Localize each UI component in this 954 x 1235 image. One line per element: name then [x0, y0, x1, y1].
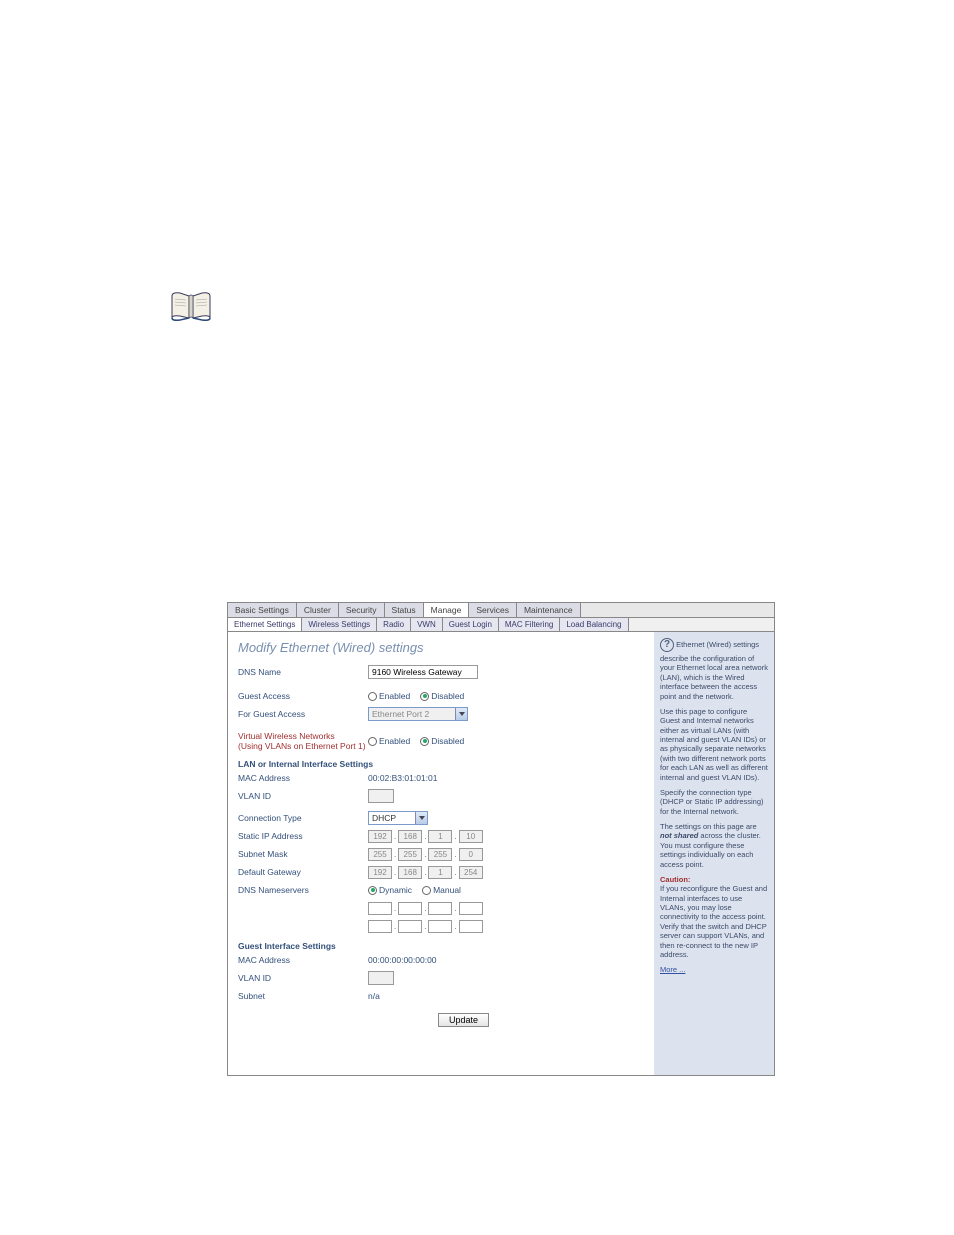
dns-nameservers-label: DNS Nameservers: [238, 885, 368, 895]
subnet-mask-input[interactable]: 255. 255. 255. 0: [368, 848, 483, 861]
tab-basic-settings[interactable]: Basic Settings: [228, 603, 297, 617]
page-title: Modify Ethernet (Wired) settings: [238, 640, 644, 655]
sub-tabs: Ethernet Settings Wireless Settings Radi…: [228, 618, 774, 632]
vwn-disabled-radio[interactable]: [420, 737, 429, 746]
subnet-mask-label: Subnet Mask: [238, 849, 368, 859]
tab-services[interactable]: Services: [469, 603, 517, 617]
subtab-vwn[interactable]: VWN: [411, 618, 443, 631]
mac-label: MAC Address: [238, 773, 368, 783]
guest-access-disabled-label: Disabled: [431, 691, 464, 701]
guest-mac-label: MAC Address: [238, 955, 368, 965]
static-ip-input[interactable]: 192. 168. 1. 10: [368, 830, 483, 843]
tab-maintenance[interactable]: Maintenance: [517, 603, 581, 617]
vlan-id-label: VLAN ID: [238, 791, 368, 801]
gateway-input[interactable]: 192. 168. 1. 254: [368, 866, 483, 879]
dns-manual-radio[interactable]: [422, 886, 431, 895]
for-guest-label: For Guest Access: [238, 709, 368, 719]
help-text-2: Use this page to configure Guest and Int…: [660, 707, 768, 782]
book-icon: [170, 290, 212, 322]
guest-mac-value: 00:00:00:00:00:00: [368, 955, 437, 965]
static-ip-label: Static IP Address: [238, 831, 368, 841]
tab-status[interactable]: Status: [385, 603, 424, 617]
help-caution: Caution: If you reconfigure the Guest an…: [660, 875, 768, 959]
vwn-enabled-radio[interactable]: [368, 737, 377, 746]
dns-manual-label: Manual: [433, 885, 461, 895]
tab-manage[interactable]: Manage: [424, 603, 470, 617]
tab-security[interactable]: Security: [339, 603, 385, 617]
subtab-guest-login[interactable]: Guest Login: [443, 618, 499, 631]
vwn-label: Virtual Wireless Networks (Using VLANs o…: [238, 731, 368, 751]
subtab-load-balancing[interactable]: Load Balancing: [560, 618, 628, 631]
update-button[interactable]: Update: [438, 1013, 489, 1027]
main-tabs: Basic Settings Cluster Security Status M…: [228, 603, 774, 618]
subtab-ethernet[interactable]: Ethernet Settings: [228, 618, 302, 631]
guest-access-label: Guest Access: [238, 691, 368, 701]
for-guest-value: Ethernet Port 2: [372, 709, 429, 719]
dns-name-input[interactable]: [368, 665, 478, 679]
conn-type-value: DHCP: [372, 813, 396, 823]
dns-dynamic-label: Dynamic: [379, 885, 412, 895]
chevron-down-icon: [415, 812, 427, 824]
guest-vlan-input[interactable]: [368, 971, 394, 985]
gateway-label: Default Gateway: [238, 867, 368, 877]
subtab-mac-filtering[interactable]: MAC Filtering: [499, 618, 560, 631]
guest-settings-header: Guest Interface Settings: [238, 941, 644, 951]
guest-access-enabled-radio[interactable]: [368, 692, 377, 701]
subtab-wireless[interactable]: Wireless Settings: [302, 618, 377, 631]
help-more-link[interactable]: More ...: [660, 965, 768, 974]
vlan-id-input[interactable]: [368, 789, 394, 803]
lan-settings-header: LAN or Internal Interface Settings: [238, 759, 644, 769]
dns-dynamic-radio[interactable]: [368, 886, 377, 895]
dns-name-label: DNS Name: [238, 667, 368, 677]
subtab-radio[interactable]: Radio: [377, 618, 411, 631]
vwn-disabled-label: Disabled: [431, 736, 464, 746]
tab-cluster[interactable]: Cluster: [297, 603, 339, 617]
for-guest-select[interactable]: Ethernet Port 2: [368, 707, 468, 721]
help-text-3: Specify the connection type (DHCP or Sta…: [660, 788, 768, 816]
help-panel: ? Ethernet (Wired) settings describe the…: [654, 632, 774, 1075]
vwn-enabled-label: Enabled: [379, 736, 410, 746]
help-text-1: Ethernet (Wired) settings describe the c…: [660, 640, 768, 701]
guest-access-enabled-label: Enabled: [379, 691, 410, 701]
mac-value: 00:02:B3:01:01:01: [368, 773, 437, 783]
guest-access-disabled-radio[interactable]: [420, 692, 429, 701]
guest-subnet-value: n/a: [368, 991, 380, 1001]
help-text-4: The settings on this page are not shared…: [660, 822, 768, 869]
settings-window: Basic Settings Cluster Security Status M…: [227, 602, 775, 1076]
dns-ns1-input[interactable]: . . .: [368, 902, 483, 915]
chevron-down-icon: [455, 708, 467, 720]
help-icon: ?: [660, 638, 674, 652]
guest-subnet-label: Subnet: [238, 991, 368, 1001]
conn-type-select[interactable]: DHCP: [368, 811, 428, 825]
dns-ns2-input[interactable]: . . .: [368, 920, 483, 933]
main-panel: Modify Ethernet (Wired) settings DNS Nam…: [228, 632, 654, 1075]
guest-vlan-label: VLAN ID: [238, 973, 368, 983]
conn-type-label: Connection Type: [238, 813, 368, 823]
